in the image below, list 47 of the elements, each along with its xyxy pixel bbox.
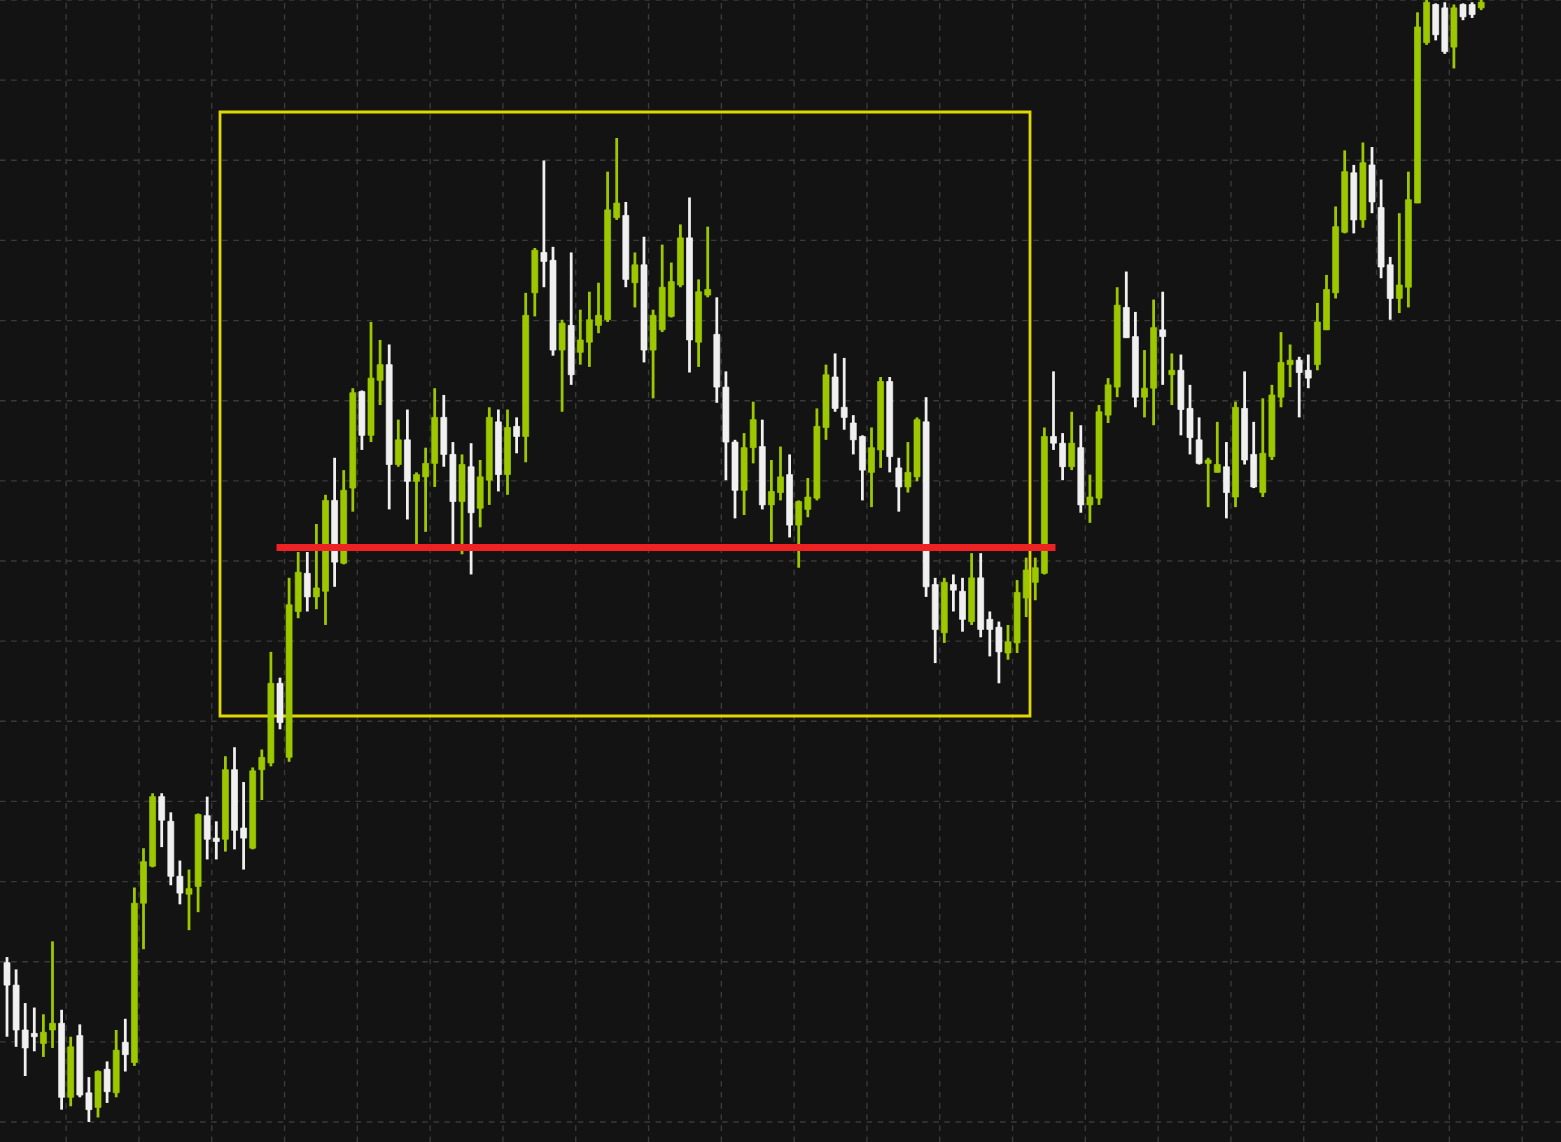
candlestick bbox=[704, 225, 712, 299]
candlestick bbox=[85, 1075, 93, 1124]
candlestick bbox=[203, 795, 211, 861]
candlestick bbox=[49, 939, 56, 1050]
candlestick bbox=[313, 522, 320, 611]
candlestick bbox=[1059, 431, 1066, 482]
candlestick bbox=[30, 1006, 38, 1053]
candlestick bbox=[613, 136, 621, 222]
candlestick bbox=[576, 308, 584, 367]
candlestick bbox=[240, 780, 247, 871]
candlestick bbox=[1141, 348, 1148, 419]
candlestick bbox=[1068, 410, 1076, 472]
candlestick bbox=[804, 476, 812, 519]
candlestick bbox=[1295, 355, 1303, 419]
candlestick bbox=[595, 281, 602, 335]
candlestick bbox=[258, 748, 266, 802]
candlestick bbox=[1395, 211, 1403, 315]
candlestick bbox=[303, 550, 311, 613]
candlestick bbox=[840, 356, 848, 432]
candlestick bbox=[1195, 415, 1203, 466]
candlestick bbox=[185, 868, 193, 932]
candlestick bbox=[950, 573, 957, 613]
candlestick bbox=[21, 1001, 29, 1078]
candlestick bbox=[1213, 420, 1221, 474]
candlestick bbox=[121, 1017, 129, 1073]
candlestick bbox=[1031, 556, 1039, 602]
candlestick bbox=[768, 458, 775, 544]
candlestick bbox=[158, 791, 166, 849]
candlestick bbox=[849, 413, 857, 456]
candlestick bbox=[586, 290, 593, 369]
candlestick bbox=[795, 499, 803, 570]
candlestick bbox=[895, 456, 903, 514]
candlestick bbox=[1204, 456, 1212, 509]
candlestick bbox=[40, 1012, 47, 1059]
candlestick bbox=[422, 446, 429, 534]
candlestick bbox=[212, 819, 220, 861]
candlestick bbox=[986, 610, 994, 658]
candlestick bbox=[1304, 353, 1312, 390]
candlestick bbox=[103, 1060, 111, 1105]
candlestick bbox=[1159, 290, 1167, 387]
candlestick bbox=[1050, 369, 1057, 452]
candlestick bbox=[631, 251, 639, 309]
candlestick bbox=[513, 415, 520, 455]
candlestick bbox=[1168, 352, 1176, 407]
candlestick bbox=[413, 470, 420, 547]
candlestick bbox=[176, 859, 184, 906]
candlestick bbox=[777, 445, 784, 502]
